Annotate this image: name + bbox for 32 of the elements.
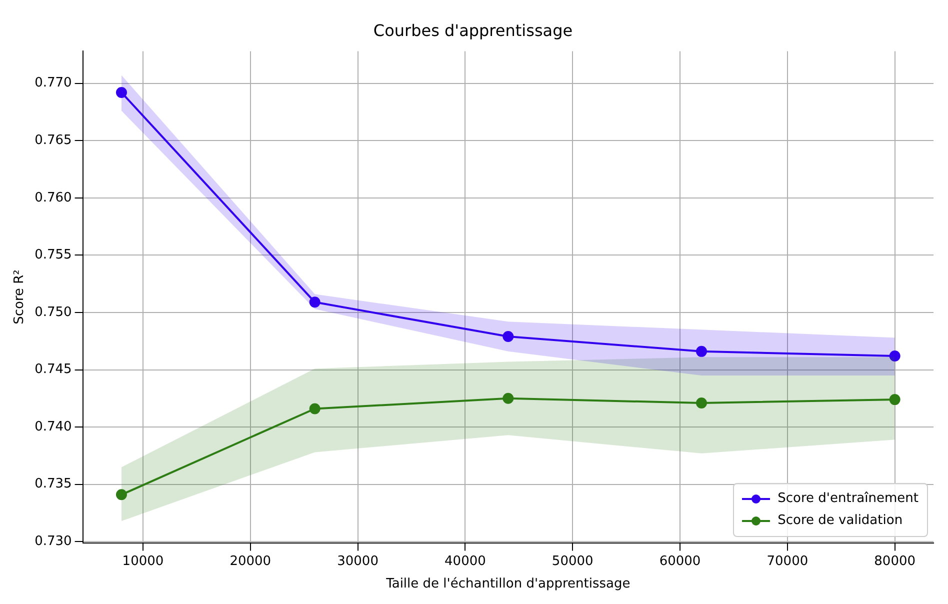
point: [116, 489, 127, 500]
y-tick-label: 0.760: [34, 190, 72, 206]
x-tick-label: 40000: [444, 554, 486, 569]
x-tick-label: 70000: [766, 554, 808, 569]
point: [502, 331, 514, 342]
x-tick-label: 60000: [659, 554, 701, 569]
x-tick-label: 80000: [874, 554, 916, 569]
chart-title: Courbes d'apprentissage: [373, 20, 573, 40]
point: [696, 346, 707, 357]
y-tick-label: 0.765: [34, 132, 72, 148]
x-axis-title: Taille de l'échantillon d'apprentissage: [385, 576, 630, 592]
point: [116, 86, 127, 98]
legend-label: Score d'entraînement: [778, 490, 918, 508]
y-tick-label: 0.730: [34, 534, 72, 550]
point: [502, 392, 514, 404]
x-tick-label: 30000: [337, 554, 378, 569]
y-tick-label: 0.755: [34, 248, 72, 263]
point: [889, 394, 900, 406]
y-tick-label: 0.740: [34, 419, 72, 434]
y-tick-label: 0.750: [34, 304, 72, 320]
y-axis-title: Score R²: [12, 270, 28, 324]
x-tick-label: 20000: [230, 554, 272, 569]
y-tick-label: 0.745: [34, 362, 72, 378]
point: [696, 398, 707, 408]
point: [309, 403, 320, 414]
y-tick-label: 0.770: [34, 76, 72, 91]
x-tick-label: 10000: [122, 554, 164, 569]
point: [309, 296, 320, 308]
point: [889, 350, 900, 362]
legend-label: Score de validation: [778, 512, 903, 530]
y-tick-label: 0.735: [34, 476, 72, 492]
x-tick-label: 50000: [552, 554, 594, 569]
